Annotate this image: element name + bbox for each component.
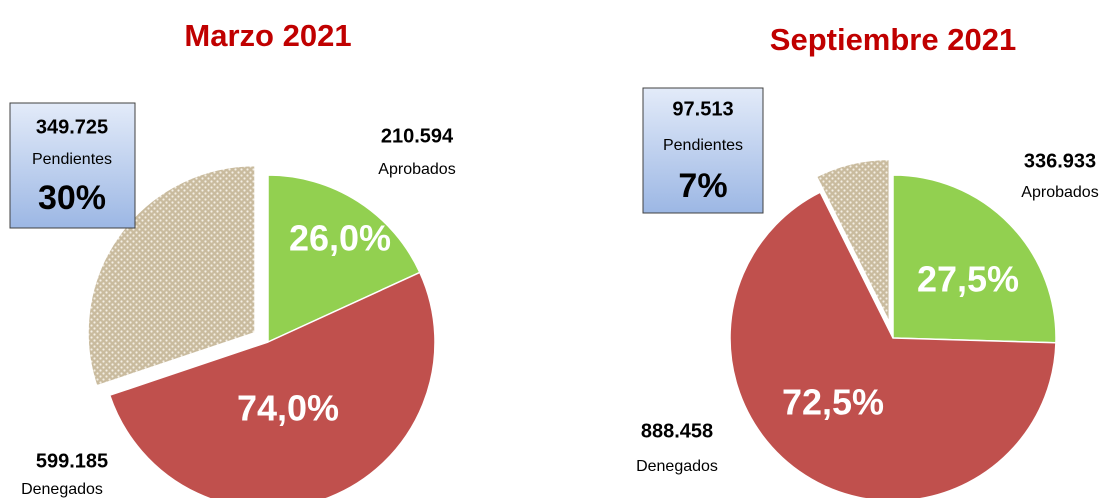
pie-slice [108, 271, 436, 498]
value-label: 349.725 [36, 116, 108, 138]
pending-box [642, 87, 764, 214]
category-label: Aprobados [378, 161, 455, 178]
category-label: Denegados [21, 481, 103, 498]
value-label: 97.513 [672, 98, 733, 120]
pending-box [9, 102, 136, 229]
pie-slice [267, 174, 421, 344]
value-label: 210.594 [381, 125, 454, 147]
pie-slice [815, 158, 891, 323]
category-label: Pendientes [663, 137, 743, 154]
share-label: 72,5% [782, 382, 884, 423]
share-label: 74,0% [237, 388, 339, 429]
value-label: 336.933 [1024, 150, 1096, 172]
pie-slice [729, 191, 1057, 498]
pending-share: 7% [678, 167, 727, 205]
chart-title: Septiembre 2021 [770, 22, 1016, 57]
category-label: Pendientes [32, 151, 112, 168]
pie-slice [892, 174, 1057, 344]
share-label: 26,0% [289, 218, 391, 259]
share-label: 27,5% [917, 259, 1019, 300]
value-label: 599.185 [36, 450, 108, 472]
category-label: Denegados [636, 458, 718, 475]
value-label: 888.458 [641, 420, 713, 442]
category-label: Aprobados [1021, 184, 1098, 201]
pending-share: 30% [38, 179, 106, 217]
pie-slice [87, 164, 256, 387]
chart-title: Marzo 2021 [184, 18, 351, 53]
